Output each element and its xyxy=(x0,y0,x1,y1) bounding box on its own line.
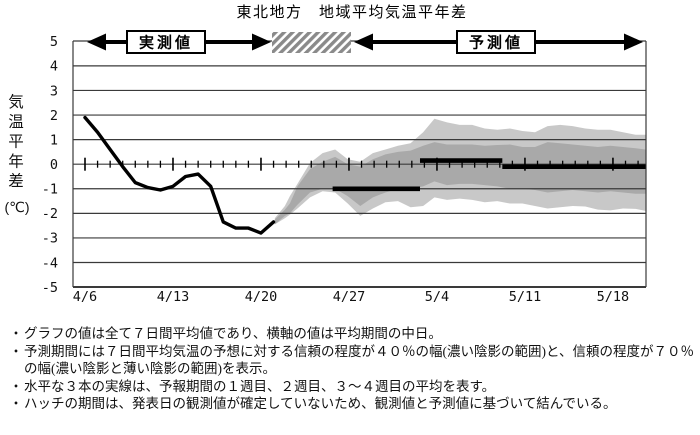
svg-text:年: 年 xyxy=(8,152,24,170)
forecast-period-label: 予測値 xyxy=(456,30,536,54)
svg-text:気: 気 xyxy=(8,93,24,111)
svg-text:4/6: 4/6 xyxy=(73,289,97,305)
bullet-marker: ・ xyxy=(9,326,23,341)
svg-text:5/11: 5/11 xyxy=(509,289,542,305)
svg-text:温: 温 xyxy=(8,113,24,131)
svg-text:5: 5 xyxy=(50,34,58,50)
period-annotation: 実測値 予測値 xyxy=(87,30,643,54)
note-item: ・ 予測期間には７日間平均気温の予想に対する信頼の程度が４０％の幅(濃い陰影の範… xyxy=(8,343,696,378)
svg-text:2: 2 xyxy=(50,108,58,124)
x-axis-tick-labels: 4/6 4/13 4/20 4/27 5/4 5/11 5/18 xyxy=(73,289,629,305)
grid-lines xyxy=(72,40,647,288)
svg-text:5/18: 5/18 xyxy=(597,289,630,305)
note-item: ・ 水平な３本の実線は、予報期間の１週目、２週目、３～４週目の平均を表す。 xyxy=(8,378,696,396)
note-item: ・ グラフの値は全て７日間平均値であり、横軸の値は平均期間の中日。 xyxy=(8,325,696,343)
svg-text:4/20: 4/20 xyxy=(245,289,278,305)
confidence-40pct-band xyxy=(274,142,646,225)
bullet-marker: ・ xyxy=(9,378,23,394)
svg-text:予測値: 予測値 xyxy=(469,33,523,51)
bullet-marker: ・ xyxy=(9,343,23,359)
svg-text:-4: -4 xyxy=(42,255,58,271)
svg-text:(℃): (℃) xyxy=(4,199,29,215)
svg-text:-2: -2 xyxy=(42,206,58,222)
note-text: グラフの値は全て７日間平均値であり、横軸の値は平均期間の中日。 xyxy=(24,326,442,341)
note-text: 水平な３本の実線は、予報期間の１週目、２週目、３～４週目の平均を表す。 xyxy=(24,378,496,394)
svg-text:-1: -1 xyxy=(42,182,58,198)
chart-title: 東北地方 地域平均気温平年差 xyxy=(236,4,467,21)
temperature-anomaly-chart: 5 4 3 2 1 0 -1 -2 -3 -4 -5 4/6 4/13 4/20 4/27 5/4 5/11 5/… xyxy=(4,4,647,305)
note-item: ・ ハッチの期間は、発表日の観測値が確定していないため、観測値と予測値に基づいて… xyxy=(8,395,696,413)
svg-text:0: 0 xyxy=(50,157,58,173)
svg-text:平: 平 xyxy=(8,134,24,151)
svg-text:実測値: 実測値 xyxy=(139,33,193,51)
confidence-bands xyxy=(274,118,646,225)
observed-period-label: 実測値 xyxy=(126,30,206,54)
svg-text:5/4: 5/4 xyxy=(425,289,449,305)
note-text: ハッチの期間は、発表日の観測値が確定していないため、観測値と予測値に基づいて結ん… xyxy=(24,396,617,411)
note-text: 予測期間には７日間平均気温の予想に対する信頼の程度が４０％の幅(濃い陰影の範囲)… xyxy=(24,343,694,377)
chart-footnotes: ・ グラフの値は全て７日間平均値であり、横軸の値は平均期間の中日。 ・ 予測期間… xyxy=(8,325,696,413)
y-axis-tick-labels: 5 4 3 2 1 0 -1 -2 -3 -4 -5 xyxy=(42,34,58,296)
svg-text:4/27: 4/27 xyxy=(333,289,366,305)
svg-text:4: 4 xyxy=(50,59,58,75)
y-axis-title: 気温平年差 (℃) xyxy=(4,93,29,215)
svg-text:1: 1 xyxy=(50,132,58,148)
svg-text:-3: -3 xyxy=(42,231,58,247)
svg-text:差: 差 xyxy=(8,172,24,190)
bullet-marker: ・ xyxy=(9,396,23,411)
forecast-mean-lines xyxy=(332,158,646,192)
svg-text:-5: -5 xyxy=(42,280,58,296)
observed-temperature-line xyxy=(83,115,276,235)
hatched-transition-period xyxy=(272,32,351,53)
svg-text:3: 3 xyxy=(50,83,58,99)
svg-text:4/13: 4/13 xyxy=(157,289,190,305)
